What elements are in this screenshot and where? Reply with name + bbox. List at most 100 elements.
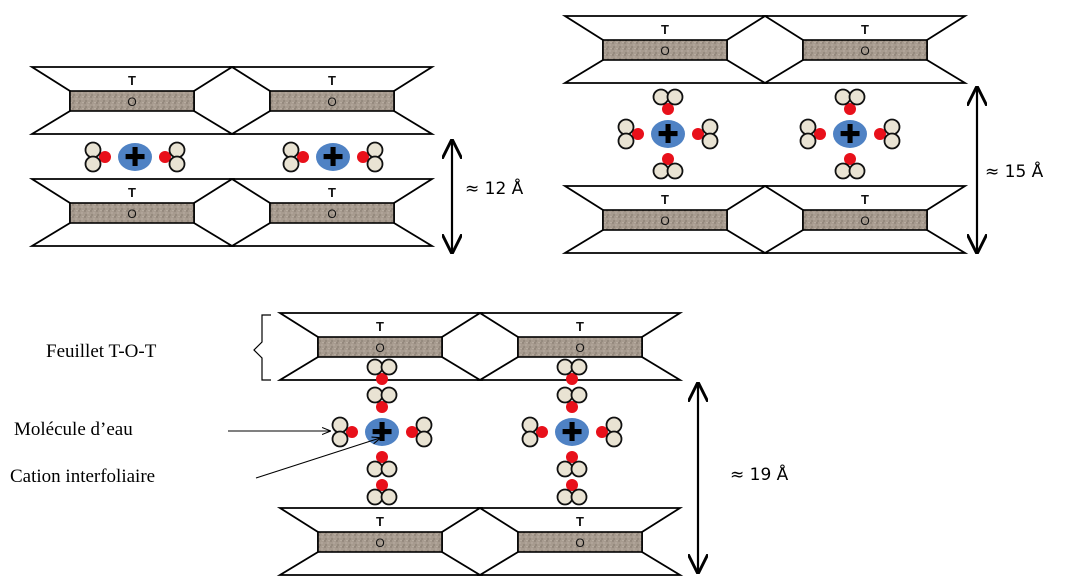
oxygen-atom: [357, 151, 369, 163]
hydrogen-atom: [570, 386, 588, 404]
hydrogen-atom: [366, 488, 384, 506]
oxygen-atom: [662, 153, 674, 165]
tot-unit: TO: [561, 15, 769, 84]
hydrogen-atom: [380, 386, 398, 404]
octa-label: O: [127, 95, 136, 109]
hydrogen-atom: [521, 416, 539, 434]
octa-label: O: [660, 214, 669, 228]
hydrogen-atom: [848, 162, 866, 180]
cation-pointer: [255, 438, 380, 479]
spacing-arrow-12: ≈ 12 Å: [452, 141, 524, 252]
cation-sphere: [316, 143, 350, 171]
water-molecule: [366, 358, 398, 385]
oxygen-atom: [406, 426, 418, 438]
oxygen-atom: [874, 128, 886, 140]
hydrogen-atom: [415, 430, 433, 448]
interlayer-cation: ✚: [651, 120, 685, 150]
tot-unit: TO: [228, 66, 436, 135]
octa-label: O: [327, 207, 336, 221]
hydrogen-atom: [570, 460, 588, 478]
oxygen-atom: [566, 373, 578, 385]
water-molecule: [652, 88, 684, 115]
tetra-label: T: [861, 192, 869, 207]
cation-sphere: [833, 120, 867, 148]
spacing-arrow-19: ≈ 19 Å: [698, 384, 789, 572]
octa-label: O: [575, 341, 584, 355]
hydrogen-atom: [366, 155, 384, 173]
hydrogen-atom: [883, 118, 901, 136]
water-molecule: [282, 141, 309, 173]
hydrogen-atom: [282, 141, 300, 159]
tetra-label: T: [376, 514, 384, 529]
octa-label: O: [327, 95, 336, 109]
hydrogen-atom: [331, 416, 349, 434]
hydrogen-atom: [282, 155, 300, 173]
interlayer-cation: ✚: [365, 418, 399, 448]
spacing-label-12: ≈ 12 Å: [465, 177, 524, 199]
spacing-arrow-15: ≈ 15 Å: [977, 88, 1044, 252]
oxygen-atom: [376, 451, 388, 463]
tetra-label: T: [328, 185, 336, 200]
hydrogen-atom: [556, 358, 574, 376]
oxygen-atom: [566, 451, 578, 463]
cation-sphere: [555, 418, 589, 446]
water-molecule: [331, 416, 358, 448]
hydrogen-atom: [380, 460, 398, 478]
plus-icon: ✚: [561, 418, 583, 448]
hydrated-cation: ✚: [282, 141, 384, 173]
hydrogen-atom: [366, 460, 384, 478]
hydrogen-atom: [84, 155, 102, 173]
hydrogen-atom: [570, 358, 588, 376]
water-molecule: [366, 451, 398, 478]
hydrogen-atom: [834, 162, 852, 180]
oxygen-atom: [159, 151, 171, 163]
interlayer-cation: ✚: [316, 143, 350, 173]
octahedral-layer: [802, 39, 928, 61]
tot-unit: TO: [276, 507, 484, 576]
hydrogen-atom: [168, 155, 186, 173]
plus-icon: ✚: [124, 143, 146, 173]
oxygen-atom: [692, 128, 704, 140]
hydrated-cation: ✚: [799, 88, 901, 180]
oxygen-atom: [844, 153, 856, 165]
hydrogen-atom: [331, 430, 349, 448]
water-molecule: [556, 479, 588, 506]
water-molecule: [834, 153, 866, 180]
octa-label: O: [660, 44, 669, 58]
hydrogen-atom: [701, 132, 719, 150]
oxygen-atom: [536, 426, 548, 438]
tot-unit: TO: [276, 312, 484, 381]
octa-label: O: [860, 214, 869, 228]
oxygen-atom: [346, 426, 358, 438]
octahedral-layer: [517, 336, 643, 358]
hydrogen-atom: [366, 386, 384, 404]
oxygen-atom: [844, 103, 856, 115]
plus-icon: ✚: [657, 120, 679, 150]
tetra-label: T: [861, 22, 869, 37]
hydrogen-atom: [366, 358, 384, 376]
hydrogen-atom: [380, 488, 398, 506]
legend: Feuillet T-O-T Molécule d’eau Cation int…: [10, 314, 380, 487]
cation-sphere: [651, 120, 685, 148]
hydrated-cation: ✚: [617, 88, 719, 180]
hydrogen-atom: [617, 118, 635, 136]
tetra-label: T: [128, 185, 136, 200]
cation-sphere: [118, 143, 152, 171]
water-molecule: [556, 386, 588, 413]
hydrogen-atom: [84, 141, 102, 159]
tetra-label: T: [576, 319, 584, 334]
water-molecule: [406, 416, 433, 448]
octa-label: O: [375, 341, 384, 355]
water-molecule: [874, 118, 901, 150]
octahedral-layer: [602, 39, 728, 61]
oxygen-atom: [376, 479, 388, 491]
hydrogen-atom: [415, 416, 433, 434]
spacing-label-19: ≈ 19 Å: [730, 463, 789, 485]
hydrogen-atom: [521, 430, 539, 448]
